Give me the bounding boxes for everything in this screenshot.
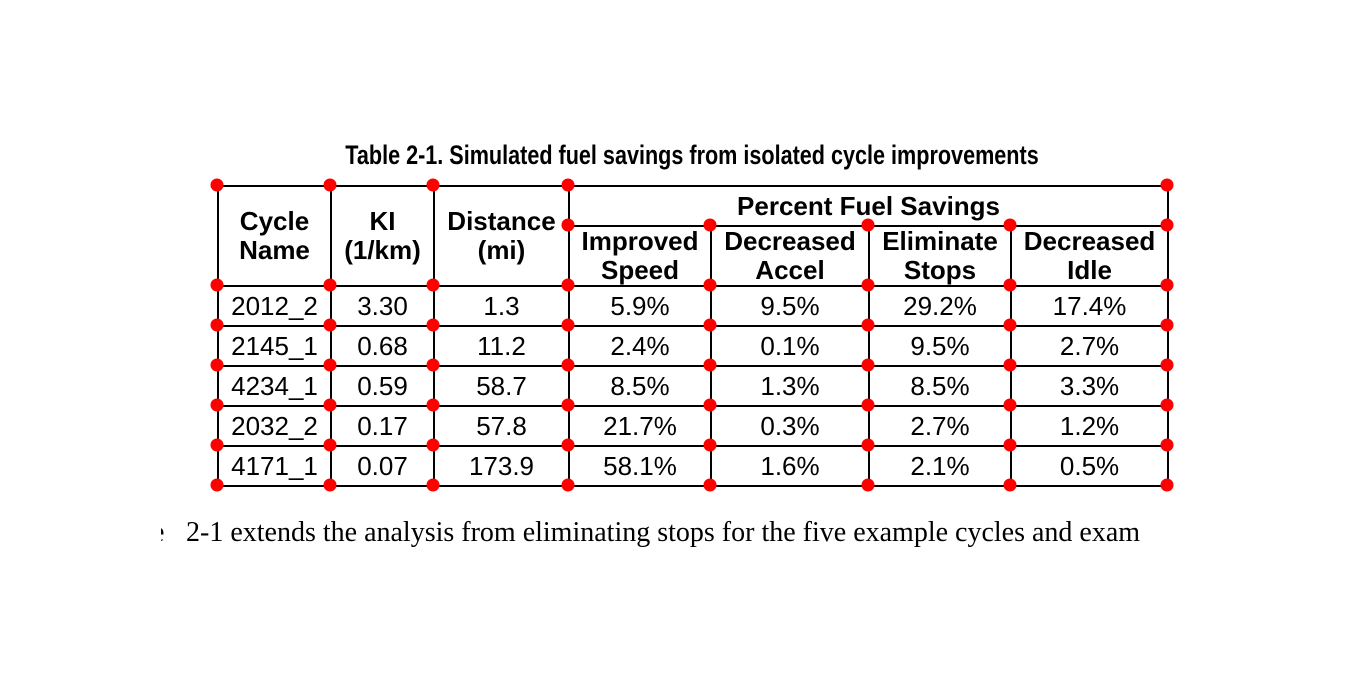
- table-cell: 2.7%: [868, 405, 1012, 447]
- table-cell: 2012_2: [217, 285, 332, 327]
- table-cell: 1.3: [433, 285, 570, 327]
- table-cell: 58.7: [433, 365, 570, 407]
- table-cell: 29.2%: [868, 285, 1012, 327]
- table-cell: 2032_2: [217, 405, 332, 447]
- col-header-improved-speed: Improved Speed: [568, 225, 712, 287]
- table-cell: 58.1%: [568, 445, 712, 487]
- col-header-decreased-accel: Decreased Accel: [710, 225, 870, 287]
- header-row-group: Cycle Name KI (1/km) Distance (mi) Perce…: [217, 185, 1170, 287]
- table-cell: 173.9: [433, 445, 570, 487]
- col-header-decreased-idle: Decreased Idle: [1009, 225, 1170, 287]
- table-cell: 3.3%: [1009, 365, 1170, 407]
- table-cell: 1.3%: [710, 365, 870, 407]
- table-cell: 5.9%: [568, 285, 712, 327]
- col-header-distance: Distance (mi): [433, 185, 570, 287]
- table-cell: 1.2%: [1009, 405, 1170, 447]
- table-cell: 11.2: [433, 325, 570, 367]
- col-header-ki: KI (1/km): [330, 185, 435, 287]
- table-row: 4234_1 0.59 58.7 8.5% 1.3% 8.5% 3.3%: [217, 365, 1170, 407]
- table-cell: 1.6%: [710, 445, 870, 487]
- group-header-percent-fuel-savings: Percent Fuel Savings: [567, 185, 1170, 227]
- fuel-savings-table: Cycle Name KI (1/km) Distance (mi) Perce…: [217, 185, 1170, 487]
- table-cell: 9.5%: [868, 325, 1012, 367]
- table-row: 2145_1 0.68 11.2 2.4% 0.1% 9.5% 2.7%: [217, 325, 1170, 367]
- table-title: Table 2-1. Simulated fuel savings from i…: [345, 140, 1039, 170]
- table-cell: 0.07: [330, 445, 435, 487]
- table-row: 2032_2 0.17 57.8 21.7% 0.3% 2.7% 1.2%: [217, 405, 1170, 447]
- table-cell: 0.1%: [710, 325, 870, 367]
- table-cell: 17.4%: [1009, 285, 1170, 327]
- table-cell: 21.7%: [568, 405, 712, 447]
- table-cell: 57.8: [433, 405, 570, 447]
- table-cell: 0.3%: [710, 405, 870, 447]
- table-region: Cycle Name KI (1/km) Distance (mi) Perce…: [210, 178, 1174, 492]
- table-body: 2012_2 3.30 1.3 5.9% 9.5% 29.2% 17.4% 2145_1 0.6…: [217, 285, 1170, 487]
- table-cell: 4171_1: [217, 445, 332, 487]
- table-cell: 2.1%: [868, 445, 1012, 487]
- body-text-line: 2-1 extends the analysis from eliminatin…: [186, 517, 1141, 548]
- table-cell: 9.5%: [710, 285, 870, 327]
- header-row-sub: Improved Speed Decreased Accel Eliminate…: [218, 225, 1170, 287]
- clipped-char-fragment: e: [161, 517, 166, 551]
- table-cell: 8.5%: [868, 365, 1012, 407]
- table-cell: 8.5%: [568, 365, 712, 407]
- table-cell: 0.59: [330, 365, 435, 407]
- table-cell: 2.7%: [1009, 325, 1170, 367]
- table-cell: 0.68: [330, 325, 435, 367]
- table-cell: 0.5%: [1009, 445, 1170, 487]
- table-cell: 3.30: [330, 285, 435, 327]
- table-cell: 2145_1: [217, 325, 332, 367]
- table-cell: 2.4%: [568, 325, 712, 367]
- table-row: 2012_2 3.30 1.3 5.9% 9.5% 29.2% 17.4%: [217, 285, 1170, 327]
- table-cell: 4234_1: [217, 365, 332, 407]
- col-header-eliminate-stops: Eliminate Stops: [868, 225, 1012, 287]
- table-row: 4171_1 0.07 173.9 58.1% 1.6% 2.1% 0.5%: [217, 445, 1170, 487]
- col-header-cycle-name: Cycle Name: [217, 185, 332, 287]
- table-cell: 0.17: [330, 405, 435, 447]
